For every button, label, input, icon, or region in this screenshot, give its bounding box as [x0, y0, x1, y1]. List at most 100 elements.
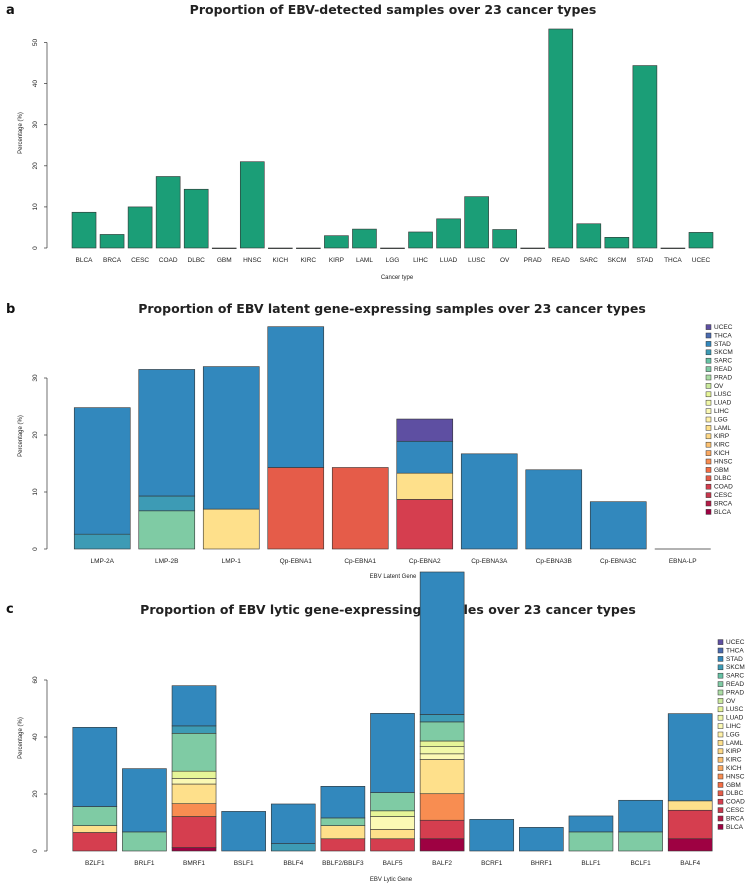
- panel-c-xtick-brlf1: BRLF1: [134, 860, 155, 867]
- panel-b-legend-swatch-coad: [705, 483, 712, 490]
- panel-a-bar-blca: [71, 211, 97, 249]
- panel-c-legend-label-sarc: SARC: [726, 673, 744, 680]
- panel-c-letter: c: [6, 602, 14, 617]
- panel-a-bar-kirc: [296, 247, 321, 249]
- panel-b-bar-cp-ebna2-coad: [396, 499, 454, 550]
- panel-c-legend-label-gbm: GBM: [726, 782, 741, 789]
- panel-b-legend-swatch-dlbc: [705, 475, 712, 482]
- panel-c-bar-bmrf1-lihc: [171, 778, 217, 785]
- panel-a-bar-ov: [492, 229, 517, 249]
- panel-c-bar-bzlf1-coad: [72, 832, 118, 852]
- panel-b-legend-swatch-luad: [705, 399, 712, 406]
- panel-c-bar-balf4-coad: [667, 809, 713, 840]
- panel-c-bar-balf5-stad: [370, 713, 415, 793]
- panel-c-bar-balf4-blca: [667, 838, 713, 852]
- panel-c-bar-balf5-laml: [370, 829, 415, 840]
- panel-c-xtick-bslf1: BSLF1: [234, 860, 254, 867]
- panel-b-bars: [73, 326, 711, 550]
- panel-b-legend-swatch-skcm: [705, 349, 712, 356]
- panel-c-legend-swatch-stad: [717, 656, 724, 662]
- panel-c-bar-bmrf1-skcm: [171, 725, 217, 734]
- panel-c-bar-bblf2-bblf3-laml: [320, 825, 366, 840]
- panel-a-bar-kirp: [324, 235, 349, 249]
- panel-c-legend-label-lgg: LGG: [726, 731, 740, 738]
- panel-b-bar-cp-ebna2-ucec: [396, 418, 454, 442]
- panel-b-ytick-label: 20: [32, 431, 39, 439]
- panel-c-legend-swatch-coad: [717, 798, 724, 805]
- panel-c-bar-bblf2-bblf3-coad: [320, 838, 366, 852]
- panel-a-xlabel: Cancer type: [381, 275, 414, 281]
- panel-c-axes: 0 20 40 60 BZLF1 BRLF1 BMRF1 BSLF1 BBLF4 BBLF2/BB…: [32, 676, 701, 867]
- panel-c-legend-label-ov: OV: [726, 698, 736, 705]
- panel-c-ytick-label: 60: [32, 676, 39, 684]
- panel-a-bar-gbm: [211, 247, 237, 249]
- panel-c-legend-label-skcm: SKCM: [726, 664, 745, 671]
- panel-b-bar-lmp-2b-read: [138, 510, 196, 550]
- panel-b-legend-swatch-stad: [705, 341, 712, 347]
- panel-c-xtick-bhrf1: BHRF1: [531, 860, 553, 867]
- panel-c-xtick-balf4: BALF4: [680, 860, 700, 867]
- panel-a-bar-cesc: [127, 206, 153, 249]
- panel-b-legend-label-thca: THCA: [714, 332, 732, 339]
- panel-c-xtick-bcrf1: BCRF1: [481, 860, 503, 867]
- panel-c-ytick-label: 20: [32, 790, 39, 798]
- panel-c-ylabel: Percentage (%): [18, 717, 24, 759]
- panel-a-xtick-ucec: UCEC: [692, 257, 711, 264]
- panel-b-xtick-qp-ebna1: Qp-EBNA1: [280, 558, 313, 565]
- panel-b-legend-swatch-hnsc: [705, 458, 712, 465]
- panel-c-bar-bzlf1-stad: [72, 727, 118, 807]
- panel-b-legend-label-gbm: GBM: [714, 467, 729, 474]
- panel-b-legend-swatch-ov: [705, 383, 712, 389]
- panel-c-legend-label-prad: PRAD: [726, 689, 744, 696]
- panel-c-legend-swatch-laml: [717, 740, 724, 746]
- panel-a-letter: a: [6, 3, 15, 18]
- panel-b-xtick-cp-ebna3a: Cp-EBNA3A: [471, 558, 508, 565]
- panel-c-xtick-balf5: BALF5: [383, 860, 403, 867]
- panel-a-ylabel: Percentage (%): [18, 112, 24, 154]
- panel-c-legend-label-lihc: LIHC: [726, 723, 741, 730]
- panel-c-bar-balf2-laml: [419, 759, 465, 795]
- panel-b-legend-label-kirc: KIRC: [714, 442, 730, 449]
- panel-c-legend-swatch-ucec: [717, 639, 724, 645]
- panel-b-bar-lmp-2a-stad: [73, 407, 131, 535]
- panel-c-bar-bmrf1-lusc: [171, 770, 217, 779]
- panel-b-xtick-lmp-1: LMP-1: [222, 558, 242, 565]
- panel-c-bar-bmrf1-read: [171, 732, 217, 772]
- panel-a-bar-laml: [352, 228, 377, 249]
- panel-a-xtick-lihc: LIHC: [413, 257, 428, 264]
- panel-c-bar-balf4-laml: [667, 800, 713, 811]
- panel-b-legend-swatch-blca: [705, 509, 712, 515]
- panel-c-legend-label-hnsc: HNSC: [726, 773, 745, 780]
- panel-a-xtick-kirc: KIRC: [301, 257, 317, 264]
- panel-a-xtick-cesc: CESC: [131, 257, 149, 264]
- panel-b-axes: 0 10 20 30 LMP-2A LMP-2B LMP-1 Qp-EBNA1 Cp-EBNA1…: [32, 374, 697, 565]
- panel-b-legend-label-kirp: KIRP: [714, 433, 729, 440]
- panel-c-legend-label-kirp: KIRP: [726, 748, 741, 755]
- panel-c-legend-label-brca: BRCA: [726, 815, 745, 822]
- panel-c-bar-balf2-skcm: [419, 714, 465, 723]
- panel-a-xtick-kich: KICH: [273, 257, 289, 264]
- panel-b-bar-cp-ebna3c-stad: [589, 501, 647, 550]
- panel-c-legend-swatch-lgg: [717, 731, 724, 738]
- panel-b-legend-label-ov: OV: [714, 383, 724, 390]
- panel-a-bar-coad: [155, 176, 181, 249]
- panel-c-legend-swatch-blca: [717, 824, 724, 830]
- panel-c-bar-bblf2-bblf3-stad: [320, 786, 366, 819]
- panel-b-letter: b: [6, 302, 15, 317]
- panel-c-bar-balf5-read: [370, 792, 415, 812]
- panel-b-xtick-cp-ebna3c: Cp-EBNA3C: [600, 558, 637, 565]
- panel-b-legend-swatch-lihc: [705, 408, 712, 414]
- panel-c-xtick-balf2: BALF2: [432, 860, 452, 867]
- panel-c-bar-brlf1-read: [122, 831, 167, 852]
- panel-c-bar-balf4-stad: [667, 713, 713, 802]
- panel-c-legend-swatch-hnsc: [717, 773, 724, 780]
- panel-c-bar-bblf4-skcm: [270, 843, 316, 852]
- panel-c-bar-balf2-read: [419, 721, 465, 742]
- panel-b-bar-qp-ebna1-dlbc: [267, 467, 325, 550]
- panel-a-title: Proportion of EBV-detected samples over …: [190, 2, 597, 17]
- panel-b-legend-label-lusc: LUSC: [714, 391, 732, 398]
- panel-c-bar-bblf4-stad: [270, 803, 316, 844]
- panel-c-bar-bhrf1-stad: [519, 827, 564, 852]
- panel-a-bar-lgg: [380, 247, 405, 249]
- panel-c-title: Proportion of EBV lytic gene-expressing …: [140, 602, 636, 617]
